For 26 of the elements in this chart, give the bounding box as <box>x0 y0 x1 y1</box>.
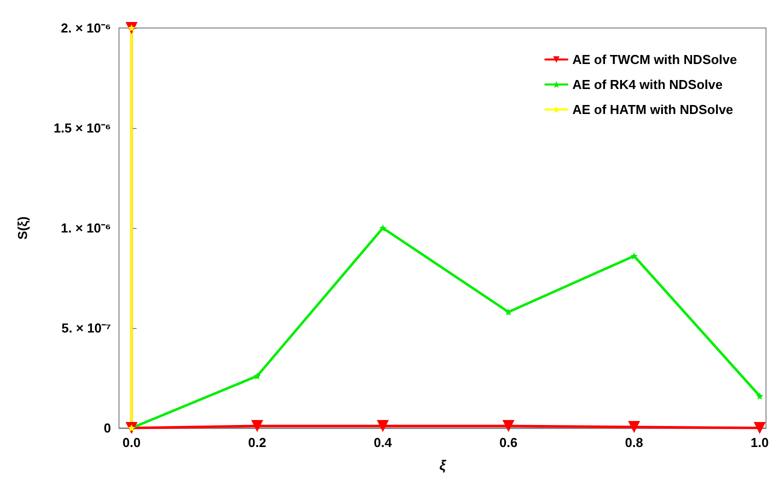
legend-label: AE of HATM with NDSolve <box>572 102 734 117</box>
point <box>630 252 638 260</box>
y-tick-label: 1.5 × 10⁻⁶ <box>54 120 112 136</box>
x-tick-label: 1.0 <box>750 435 769 450</box>
x-tick-label: 0.0 <box>122 435 141 450</box>
point <box>504 308 512 316</box>
x-tick-label: 0.6 <box>499 435 518 450</box>
point <box>376 420 389 432</box>
point <box>756 392 764 400</box>
point <box>502 420 514 432</box>
y-tick-label: 2. × 10⁻⁶ <box>60 20 112 36</box>
y-tick-label: 0 <box>104 420 111 436</box>
point <box>628 421 640 433</box>
y-axis-title: S(ξ) <box>15 216 30 240</box>
point <box>251 420 264 432</box>
x-tick-label: 0.8 <box>625 435 644 450</box>
y-tick-label: 5. × 10⁻⁷ <box>62 320 111 336</box>
y-tick-label: 1. × 10⁻⁶ <box>60 220 112 236</box>
legend-label: AE of TWCM with NDSolve <box>572 52 738 67</box>
x-axis-title: ξ <box>439 457 446 473</box>
point <box>379 224 386 232</box>
point <box>754 422 766 434</box>
x-tick-label: 0.4 <box>374 435 393 450</box>
point <box>254 372 261 380</box>
legend-label: AE of RK4 with NDSolve <box>572 77 723 92</box>
x-tick-label: 0.2 <box>248 435 266 450</box>
